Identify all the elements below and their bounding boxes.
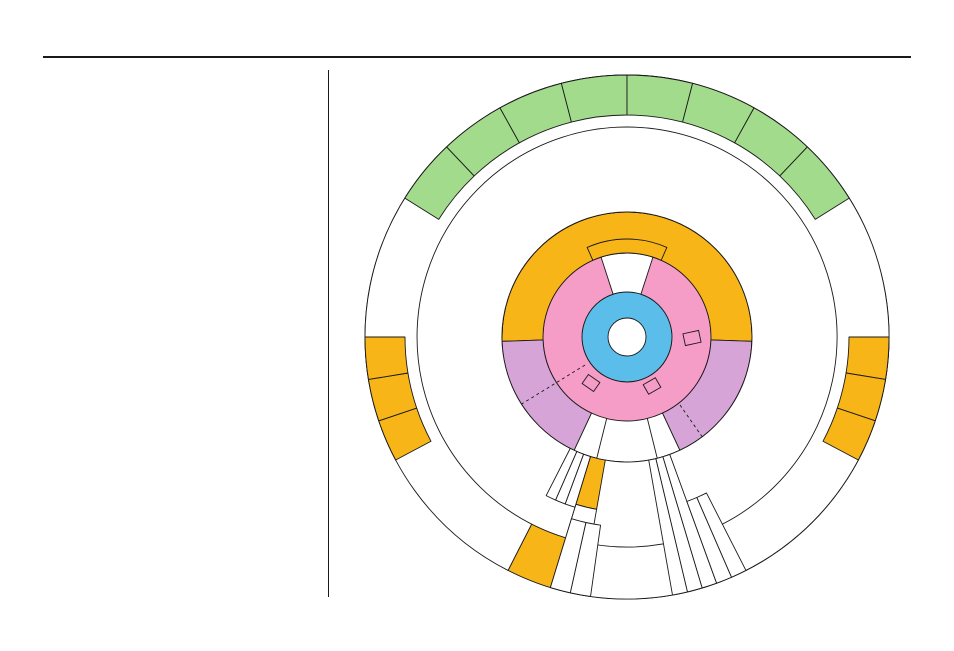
- sunburst-segments: [364, 74, 890, 600]
- marker-square-left: [581, 373, 601, 393]
- dashed-connector-right: [679, 404, 704, 439]
- left-lower-white: [416, 126, 838, 548]
- marker-square-lower: [642, 377, 662, 395]
- panel-divider: [328, 70, 329, 597]
- right-lower-white-2: [686, 497, 732, 584]
- marker-square-right: [682, 329, 702, 347]
- right-outer-segment-3: [822, 407, 876, 461]
- outer-green-segment-5: [626, 74, 694, 123]
- bottom-left-white-2: [549, 518, 587, 594]
- left-lower-white-split-3: [545, 447, 578, 501]
- dashed-connector-left: [519, 364, 586, 406]
- outer-green-segment-8: [779, 146, 850, 220]
- ring-2-inner-cap: [586, 238, 668, 261]
- left-outer-segment-3: [364, 336, 409, 380]
- header-rule: [43, 56, 911, 58]
- bottom-right-white-3: [648, 458, 688, 596]
- right-outer-segment-1: [845, 336, 890, 380]
- sunburst-overlays: [519, 329, 704, 439]
- outer-green-segment-4: [560, 74, 628, 123]
- level-1-ring: [542, 256, 712, 422]
